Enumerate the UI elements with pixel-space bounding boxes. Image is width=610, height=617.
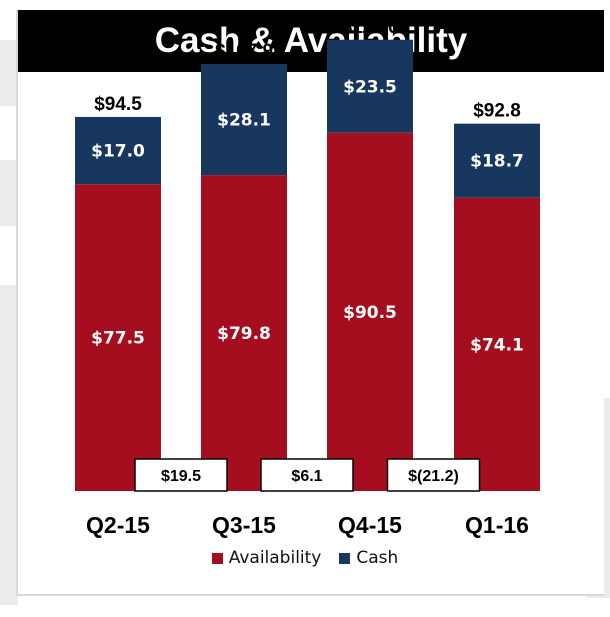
bar-cash-q4-15	[327, 39, 413, 133]
bar-availability-q1-16	[454, 197, 540, 491]
chart-legend: Availability Cash	[0, 548, 610, 568]
data-label-cash-q1-16: $18.7	[470, 152, 524, 172]
data-label-availability-q1-16: $74.1	[470, 335, 524, 355]
background-band-left-top	[0, 40, 18, 106]
legend-label-cash: Cash	[356, 548, 399, 568]
background-band-left-low	[0, 285, 18, 605]
total-label-q2-15: $94.5	[94, 94, 142, 115]
change-box-1	[134, 458, 228, 492]
change-label-1: $19.5	[161, 468, 201, 485]
legend-swatch-cash	[339, 552, 351, 564]
total-label-q3-15: $107.9	[215, 41, 273, 62]
bar-cash-q3-15	[201, 63, 287, 176]
legend-item-cash: Cash	[339, 548, 398, 568]
legend-label-availability: Availability	[228, 548, 322, 568]
change-box-2	[260, 458, 354, 492]
legend-swatch-availability	[211, 552, 223, 564]
change-label-2: $6.1	[291, 468, 322, 485]
data-label-availability-q4-15: $90.5	[343, 303, 397, 323]
bar-cash-q2-15	[75, 116, 161, 185]
data-label-availability-q3-15: $79.8	[217, 324, 271, 344]
total-label-q1-16: $92.8	[473, 101, 521, 122]
category-label-q2-15: Q2-15	[86, 512, 150, 538]
change-label-3: $(21.2)	[408, 468, 459, 485]
category-label-q1-16: Q1-16	[465, 512, 529, 538]
data-label-cash-q2-15: $17.0	[91, 142, 145, 162]
bar-cash-q1-16	[454, 123, 540, 198]
total-label-q4-15: $114.0	[341, 17, 398, 38]
data-label-cash-q4-15: $23.5	[343, 77, 397, 97]
data-label-availability-q2-15: $77.5	[91, 329, 145, 349]
data-label-cash-q3-15: $28.1	[217, 111, 271, 131]
change-box-3	[386, 458, 481, 492]
background-band-left-mid	[0, 160, 18, 226]
bar-availability-q3-15	[201, 175, 287, 491]
chart-title: Cash & Availability	[18, 10, 604, 72]
bar-availability-q4-15	[327, 132, 413, 492]
category-label-q3-15: Q3-15	[212, 512, 276, 538]
bar-availability-q2-15	[75, 184, 161, 491]
category-label-q4-15: Q4-15	[338, 512, 402, 538]
legend-item-availability: Availability	[211, 548, 322, 568]
